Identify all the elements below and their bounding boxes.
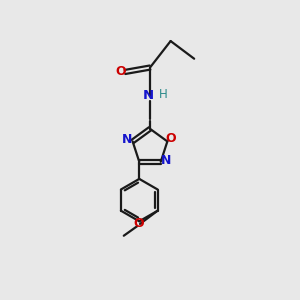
Text: O: O — [115, 65, 126, 79]
Text: H: H — [159, 88, 168, 100]
Text: O: O — [133, 218, 144, 230]
Text: O: O — [166, 132, 176, 145]
Text: N: N — [161, 154, 171, 167]
Text: N: N — [122, 134, 133, 146]
Text: N: N — [143, 89, 154, 102]
